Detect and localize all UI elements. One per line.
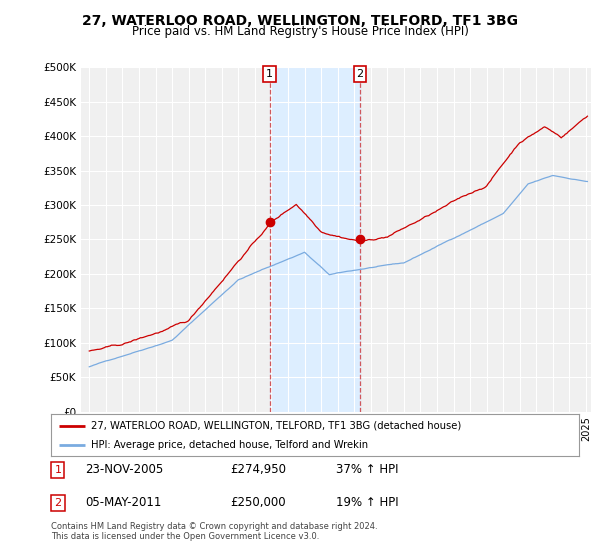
Text: Contains HM Land Registry data © Crown copyright and database right 2024.
This d: Contains HM Land Registry data © Crown c…: [51, 522, 377, 542]
Text: 1: 1: [55, 465, 61, 475]
Bar: [270, 67, 360, 412]
Text: 37% ↑ HPI: 37% ↑ HPI: [336, 463, 398, 476]
Text: 05-MAY-2011: 05-MAY-2011: [85, 496, 161, 510]
Text: 23-NOV-2005: 23-NOV-2005: [85, 463, 164, 476]
Text: HPI: Average price, detached house, Telford and Wrekin: HPI: Average price, detached house, Telf…: [91, 440, 368, 450]
Text: 19% ↑ HPI: 19% ↑ HPI: [336, 496, 399, 510]
Text: 27, WATERLOO ROAD, WELLINGTON, TELFORD, TF1 3BG: 27, WATERLOO ROAD, WELLINGTON, TELFORD, …: [82, 14, 518, 28]
Text: 27, WATERLOO ROAD, WELLINGTON, TELFORD, TF1 3BG (detached house): 27, WATERLOO ROAD, WELLINGTON, TELFORD, …: [91, 421, 461, 431]
Text: Price paid vs. HM Land Registry's House Price Index (HPI): Price paid vs. HM Land Registry's House …: [131, 25, 469, 38]
Text: £274,950: £274,950: [230, 463, 287, 476]
Text: 2: 2: [356, 69, 364, 79]
Text: 2: 2: [55, 498, 61, 508]
Text: £250,000: £250,000: [230, 496, 286, 510]
Text: 1: 1: [266, 69, 273, 79]
